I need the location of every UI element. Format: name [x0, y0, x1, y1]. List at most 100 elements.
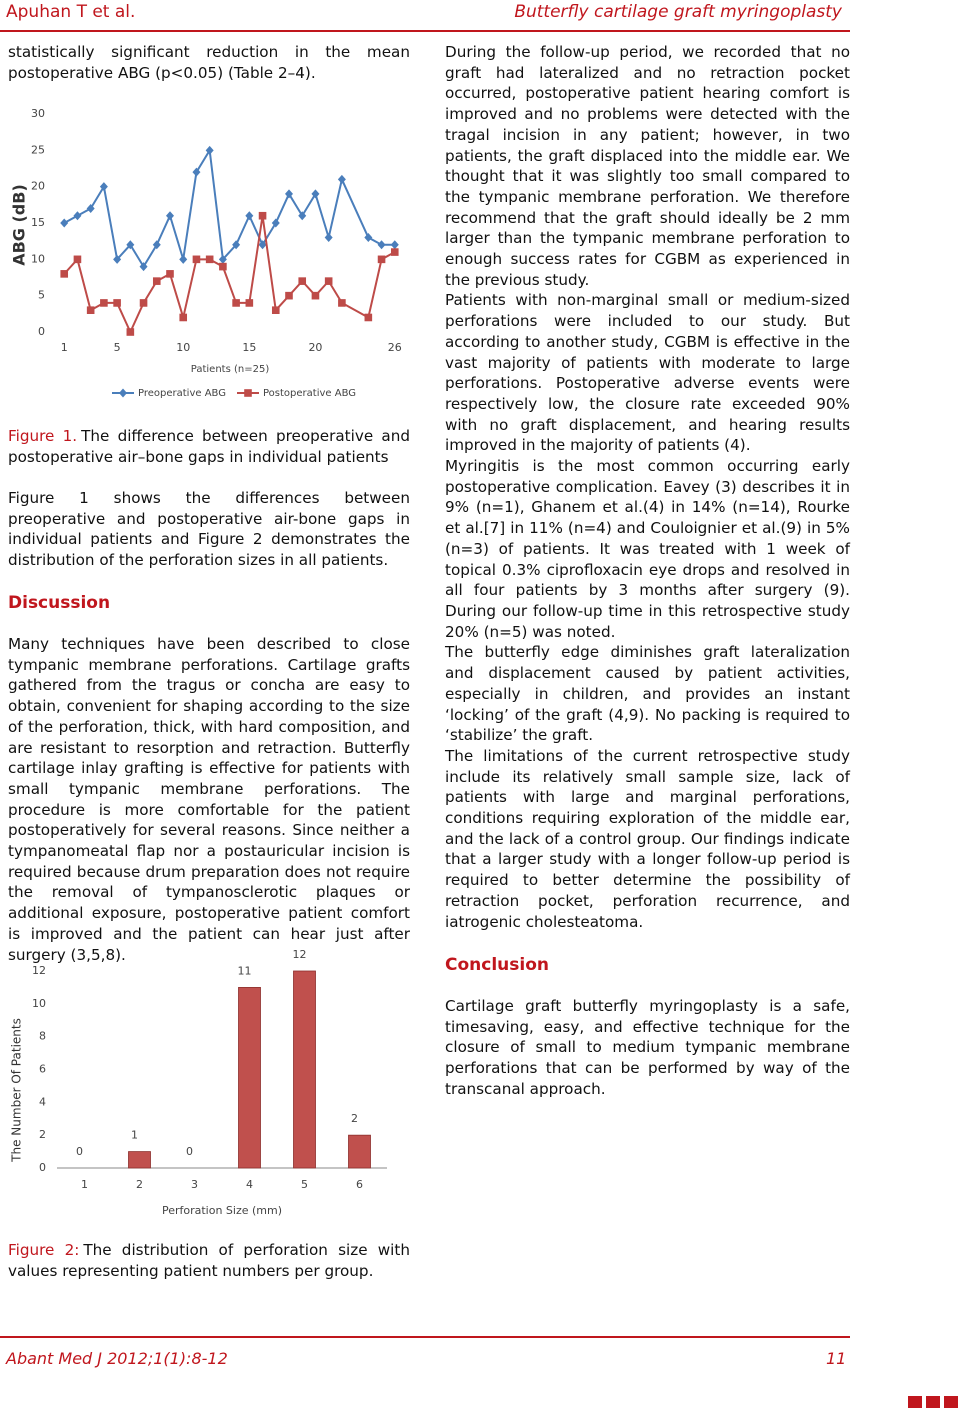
marker [390, 248, 399, 256]
series-line [63, 215, 396, 335]
marker [126, 240, 135, 250]
paragraph: Patients with non-marginal small or medi… [445, 291, 850, 455]
bar [128, 1151, 151, 1169]
x-tick-label: 5 [301, 1178, 308, 1191]
marker [324, 233, 333, 243]
marker [192, 167, 201, 177]
x-tick-label: 5 [114, 341, 121, 354]
y-tick-label: 20 [31, 180, 45, 193]
x-tick-label: 20 [308, 341, 322, 354]
marker [205, 145, 214, 155]
y-tick-label: 8 [39, 1030, 46, 1043]
marker [219, 262, 227, 271]
marker [245, 299, 254, 307]
marker [86, 306, 95, 314]
legend-marker [244, 389, 252, 397]
y-axis-label: ABG (dB) [10, 184, 29, 266]
y-tick-label: 10 [32, 997, 46, 1010]
y-tick-label: 0 [38, 325, 45, 338]
y-tick-label: 0 [39, 1161, 46, 1174]
marker [99, 182, 108, 192]
paragraph: The butterfly edge diminishes graft late… [445, 643, 850, 745]
caption-text: The distribution of perforation size wit… [8, 1241, 410, 1280]
x-tick-label: 1 [81, 1178, 88, 1191]
page-number: 11 [826, 1349, 847, 1368]
marker [113, 299, 121, 307]
bar-value-label: 12 [293, 948, 307, 961]
marker [73, 255, 82, 264]
marker [285, 291, 293, 300]
y-axis-label: The Number Of Patients [10, 1018, 24, 1163]
paragraph: Myringitis is the most common occurring … [445, 457, 850, 641]
y-tick-label: 25 [31, 143, 45, 156]
x-axis-label: Perforation Size (mm) [162, 1204, 282, 1217]
footer-rule [0, 1336, 850, 1338]
paragraph: The limitations of the current retrospec… [445, 746, 850, 931]
marker [311, 189, 320, 199]
marker [271, 218, 280, 228]
marker [258, 240, 267, 250]
marker [271, 306, 280, 314]
marker [86, 203, 95, 213]
marker [100, 299, 108, 307]
marker [245, 211, 254, 221]
marker [298, 211, 307, 221]
section-heading: Discussion [8, 593, 111, 613]
marker [232, 299, 240, 307]
y-tick-label: 4 [39, 1095, 46, 1108]
paragraph: Cartilage graft butterfly myringoplasty … [445, 997, 850, 1098]
caption-label: Figure 2: [8, 1241, 80, 1259]
y-tick-label: 2 [39, 1128, 46, 1141]
marker [377, 240, 386, 250]
marker [298, 277, 307, 285]
footer-journal: Abant Med J 2012;1(1):8-12 [6, 1349, 228, 1368]
intro: statistically significant reduction in t… [8, 43, 410, 82]
x-tick-label: 4 [246, 1178, 253, 1191]
bar [293, 970, 316, 1169]
y-tick-label: 5 [38, 289, 45, 302]
marker [166, 211, 174, 221]
bar [238, 987, 261, 1169]
marker [192, 255, 201, 264]
decor [944, 1396, 958, 1408]
header-right: Butterfly cartilage graft myringoplasty [514, 2, 842, 22]
right-column: During the follow-up period, we recorded… [445, 42, 850, 932]
marker [179, 254, 188, 264]
y-tick-label: 12 [32, 964, 46, 977]
marker [311, 291, 320, 300]
x-tick-label: 2 [136, 1178, 143, 1191]
marker [285, 189, 293, 199]
x-tick-label: 10 [176, 341, 190, 354]
x-tick-label: 6 [356, 1178, 363, 1191]
marker [139, 299, 148, 307]
paragraph: Many techniques have been described to c… [8, 635, 410, 964]
y-tick-label: 10 [31, 252, 45, 265]
x-tick-label: 15 [242, 341, 256, 354]
header-left: Apuhan T et al. [6, 2, 136, 22]
y-tick-label: 15 [31, 216, 45, 229]
caption-text: The difference between preoperative and … [8, 427, 410, 466]
figure-2-caption: Figure 2: The distribution of perforation… [8, 1240, 410, 1281]
section-heading: Conclusion [445, 955, 549, 975]
series-line [63, 147, 395, 269]
y-tick-label: 6 [39, 1063, 46, 1076]
header-rule [0, 30, 850, 32]
marker [337, 174, 346, 184]
marker [152, 240, 161, 250]
marker [338, 299, 346, 307]
x-tick-label: 26 [388, 341, 402, 354]
bar-value-label: 2 [351, 1112, 358, 1125]
x-tick-label: 3 [191, 1178, 198, 1191]
caption-label: Figure 1. [8, 427, 78, 445]
marker [377, 255, 386, 264]
bar-value-label: 11 [238, 964, 252, 977]
marker [258, 211, 267, 220]
bar [348, 1134, 371, 1169]
marker [232, 240, 241, 250]
figure-1-caption: Figure 1. The difference between preopera… [8, 426, 410, 467]
legend-label: Preoperative ABG [138, 388, 226, 399]
marker [139, 262, 148, 272]
